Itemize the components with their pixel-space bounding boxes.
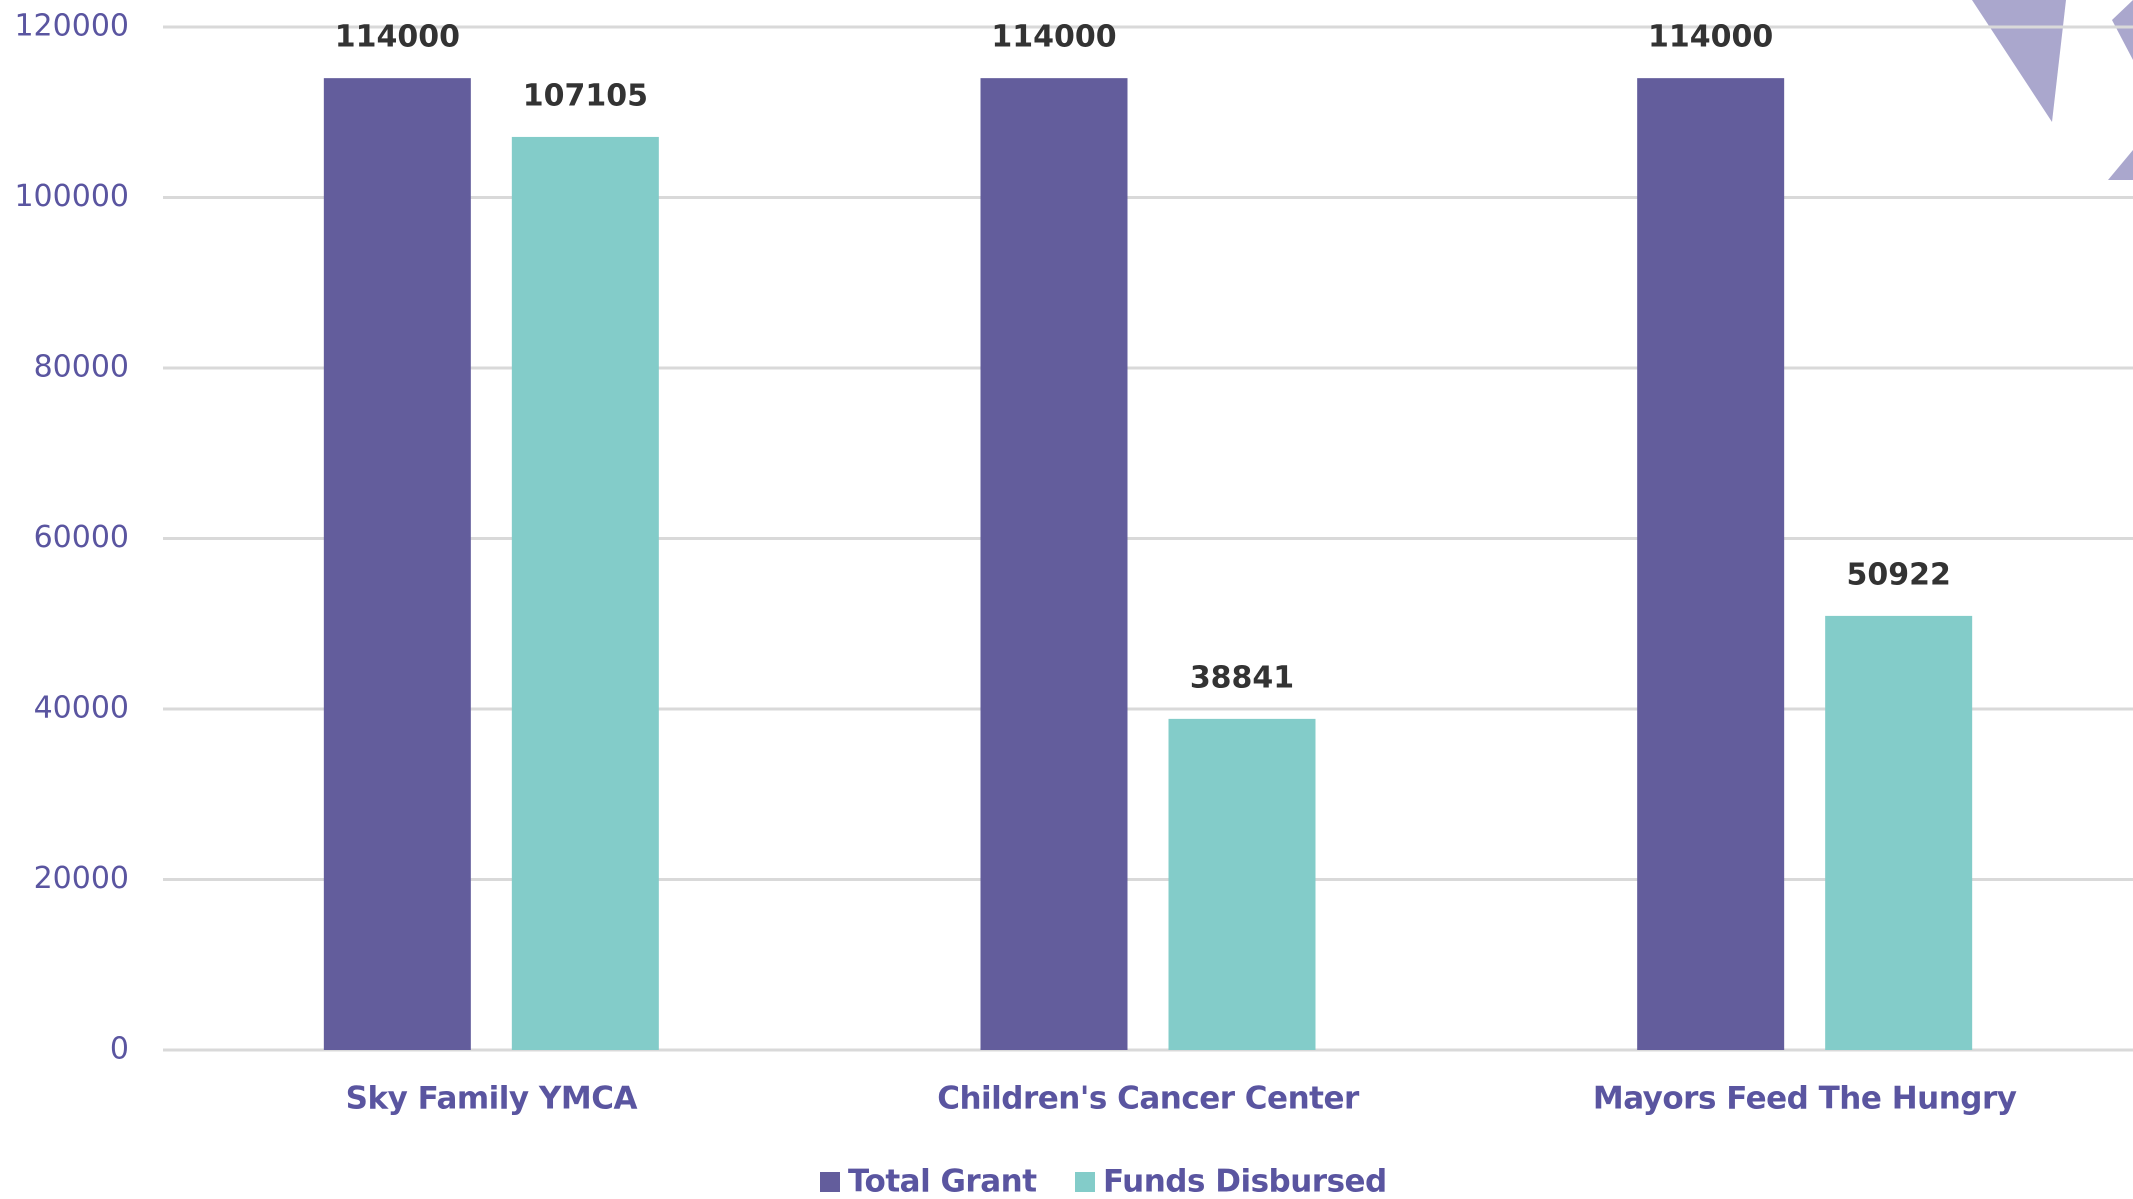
y-tick-label: 100000 (14, 179, 129, 214)
decor-triangle (2112, 0, 2133, 60)
y-tick-label: 80000 (34, 350, 129, 385)
decor-triangle (1972, 0, 2066, 122)
data-label: 114000 (1648, 20, 1773, 55)
y-tick-label: 120000 (14, 9, 129, 44)
bar (512, 137, 659, 1050)
y-tick-label: 60000 (34, 520, 129, 555)
legend-label: Funds Disbursed (1103, 1164, 1387, 1199)
data-label: 114000 (335, 20, 460, 55)
bar (1169, 719, 1316, 1050)
x-tick-label: Mayors Feed The Hungry (1593, 1081, 2017, 1117)
bar (981, 78, 1128, 1050)
y-tick-label: 20000 (34, 861, 129, 896)
y-tick-label: 40000 (34, 691, 129, 726)
x-tick-label: Children's Cancer Center (937, 1081, 1360, 1117)
legend-swatch (820, 1172, 840, 1192)
legend-label: Total Grant (848, 1164, 1037, 1199)
bar (1825, 616, 1972, 1050)
legend-swatch (1075, 1172, 1095, 1192)
data-label: 50922 (1846, 557, 1950, 592)
y-tick-label: 0 (110, 1032, 129, 1067)
bar (1637, 78, 1784, 1050)
chart: 0 20000 40000 60000 80000 100000 120000 Sky Fam… (0, 0, 2133, 1199)
x-tick-label: Sky Family YMCA (346, 1081, 638, 1117)
bar (324, 78, 471, 1050)
decor-triangle (2108, 150, 2133, 180)
data-label: 107105 (523, 78, 648, 113)
data-label: 114000 (991, 20, 1116, 55)
data-label: 38841 (1190, 660, 1294, 695)
